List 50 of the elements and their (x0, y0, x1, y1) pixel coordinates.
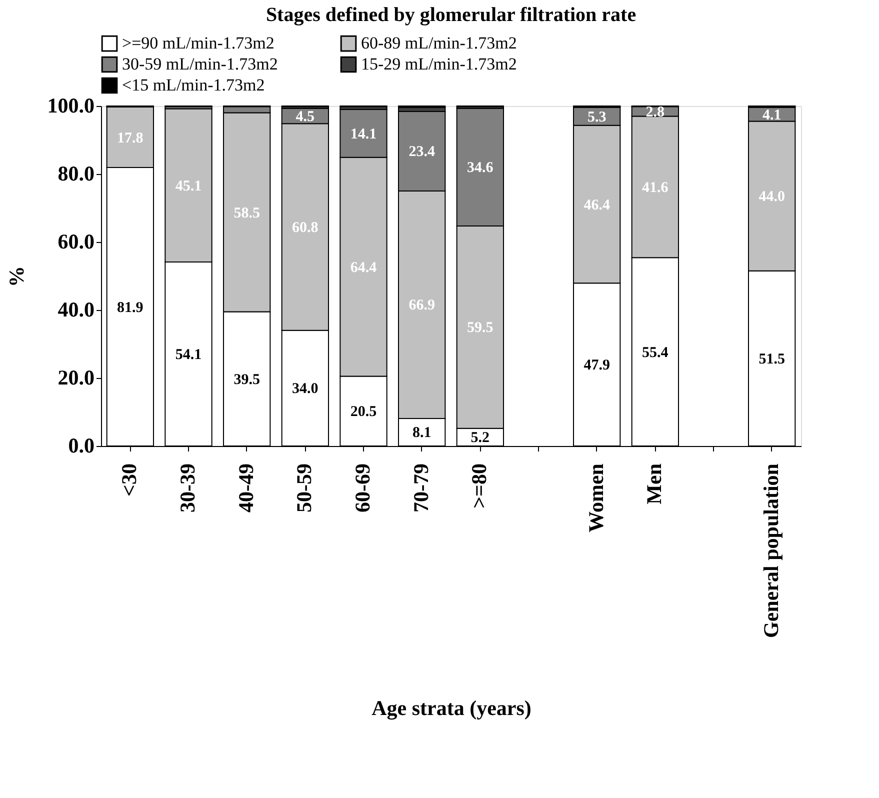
x-axis-title: Age strata (years) (372, 696, 532, 720)
data-label: 59.5 (467, 320, 494, 336)
y-tick-label: 100.0 (47, 94, 94, 118)
data-label: 55.4 (642, 344, 669, 361)
x-tick-label: <30 (117, 464, 142, 496)
x-tick-label: 50-59 (292, 464, 316, 512)
data-label: 14.1 (350, 126, 377, 142)
x-tick-label: 60-69 (350, 464, 374, 512)
data-label: 51.5 (758, 351, 785, 368)
x-tick-label: 70-79 (408, 464, 433, 512)
x-tick-label: >=80 (467, 464, 492, 508)
y-tick-label: 40.0 (58, 298, 94, 322)
legend-label: 15-29 mL/min-1.73m2 (361, 54, 517, 74)
x-tick-label: Men (642, 463, 666, 504)
data-label: 47.9 (584, 358, 610, 374)
data-label: 17.8 (117, 130, 144, 146)
data-label: 34.6 (467, 160, 494, 176)
y-tick-label: 60.0 (58, 230, 94, 254)
data-label: 41.6 (642, 180, 669, 196)
data-label: 4.1 (762, 107, 782, 124)
x-tick-label: 30-39 (176, 464, 200, 512)
data-label: 60.8 (292, 220, 318, 236)
data-label: 4.5 (296, 109, 315, 126)
legend-label: <15 mL/min-1.73m2 (122, 76, 265, 94)
y-tick-label: 0.0 (68, 434, 94, 458)
y-axis-title: % (4, 266, 28, 287)
data-label: 46.4 (584, 197, 610, 214)
x-tick-label: Women (584, 463, 608, 532)
x-tick-label: General population (758, 463, 783, 638)
data-label: 5.2 (470, 430, 490, 446)
data-label: 64.4 (350, 260, 378, 276)
chart-title: Stages defined by glomerular filtration rate (266, 4, 636, 26)
data-label: 54.1 (175, 347, 202, 364)
data-label: 81.9 (117, 300, 144, 316)
data-label: 66.9 (408, 298, 435, 314)
y-tick-label: 80.0 (58, 162, 94, 186)
data-label: 34.0 (292, 381, 318, 398)
data-label: 44.0 (758, 189, 785, 206)
data-label: 20.5 (350, 404, 377, 420)
legend-label: 30-59 mL/min-1.73m2 (122, 54, 278, 74)
legend-label: 60-89 mL/min-1.73m2 (361, 34, 517, 53)
x-tick-label: 40-49 (234, 464, 258, 512)
legend-label: >=90 mL/min-1.73m2 (122, 34, 274, 53)
data-label: 5.3 (587, 109, 606, 126)
y-tick-label: 20.0 (58, 366, 94, 390)
data-label: 58.5 (234, 205, 260, 222)
data-label: 39.5 (234, 372, 260, 388)
data-label: 23.4 (408, 144, 436, 160)
data-label: 8.1 (412, 425, 432, 442)
data-label: 45.1 (175, 178, 202, 194)
